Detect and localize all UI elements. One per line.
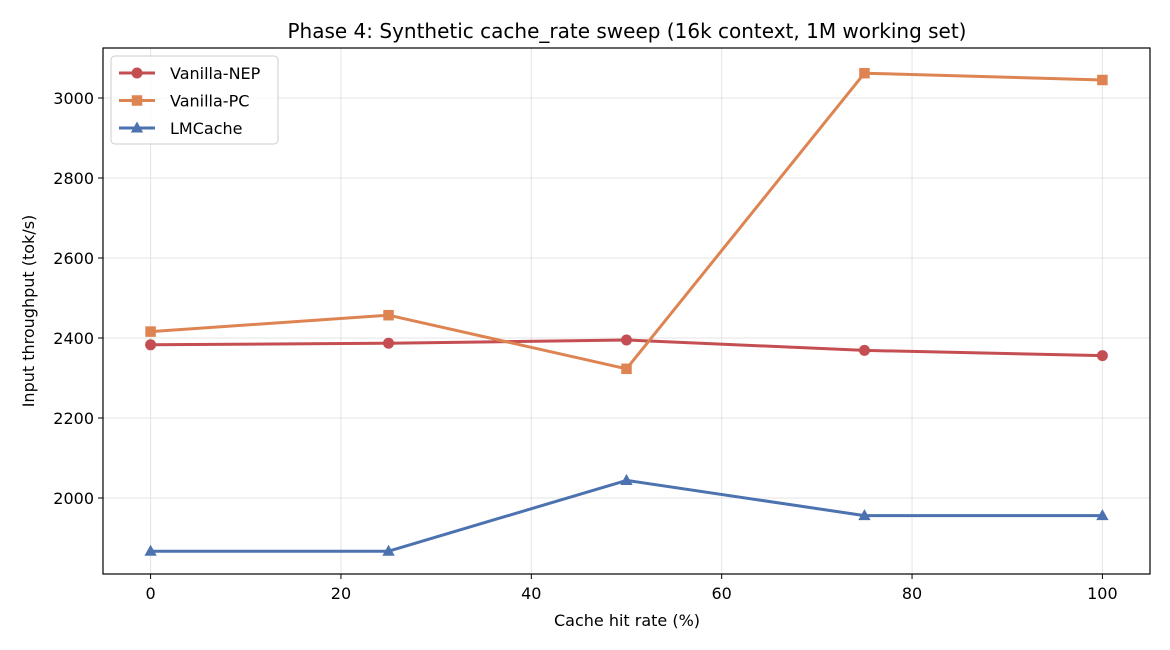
data-point-lmcache — [144, 544, 157, 556]
legend-marker-vanilla-pc — [131, 95, 143, 106]
series-layer — [144, 67, 1109, 556]
y-tick-label: 2800 — [53, 169, 94, 188]
legend-entry-vanilla-nep: Vanilla-NEP — [119, 64, 261, 83]
y-tick-label: 2000 — [53, 489, 94, 508]
chart-title: Phase 4: Synthetic cache_rate sweep (16k… — [287, 19, 966, 43]
y-tick-label: 2600 — [53, 249, 94, 268]
data-point-vanilla-nep — [145, 339, 157, 351]
plot-frame — [102, 47, 1151, 575]
legend-entry-vanilla-pc: Vanilla-PC — [119, 92, 249, 111]
legend-entry-lmcache: LMCache — [119, 119, 242, 138]
series-vanilla-pc — [145, 67, 1108, 375]
x-tick-label: 80 — [902, 584, 922, 603]
x-tick-label: 60 — [712, 584, 732, 603]
x-axis-ticks: 0 20 40 60 80 100 — [145, 574, 1118, 603]
y-axis-label: Input throughput (tok/s) — [19, 215, 38, 408]
x-tick-label: 100 — [1087, 584, 1118, 603]
data-point-vanilla-pc — [621, 363, 632, 375]
data-point-lmcache — [620, 473, 633, 485]
data-point-vanilla-nep — [621, 334, 632, 346]
data-point-vanilla-nep — [383, 337, 395, 349]
series-lmcache — [144, 473, 1109, 556]
x-tick-label: 0 — [145, 584, 155, 603]
data-point-lmcache — [382, 544, 395, 556]
legend-label-lmcache: LMCache — [170, 119, 242, 138]
series-vanilla-nep — [145, 334, 1108, 362]
y-tick-label: 2400 — [53, 329, 94, 348]
data-point-lmcache — [858, 509, 871, 521]
data-point-vanilla-pc — [145, 326, 156, 337]
data-point-vanilla-pc — [859, 67, 870, 79]
y-axis-ticks: 2000 2200 2400 2600 2800 3000 — [53, 89, 103, 508]
data-point-lmcache — [1096, 509, 1109, 521]
legend-frame — [110, 55, 279, 145]
x-tick-label: 40 — [521, 584, 541, 603]
legend-label-vanilla-pc: Vanilla-PC — [170, 92, 249, 111]
legend-marker-vanilla-nep — [131, 67, 143, 79]
x-axis-label: Cache hit rate (%) — [554, 611, 700, 630]
x-tick-label: 20 — [331, 584, 351, 603]
data-point-vanilla-pc — [383, 309, 394, 321]
data-point-vanilla-pc — [1097, 74, 1108, 86]
data-point-vanilla-nep — [858, 344, 870, 356]
data-point-vanilla-nep — [1096, 350, 1108, 362]
legend: Vanilla-NEP Vanilla-PC LMCache — [110, 55, 279, 145]
y-tick-label: 2200 — [53, 409, 94, 428]
grid — [103, 48, 1150, 574]
y-tick-label: 3000 — [53, 89, 94, 108]
legend-marker-lmcache — [130, 121, 144, 133]
legend-label-vanilla-nep: Vanilla-NEP — [170, 64, 261, 83]
